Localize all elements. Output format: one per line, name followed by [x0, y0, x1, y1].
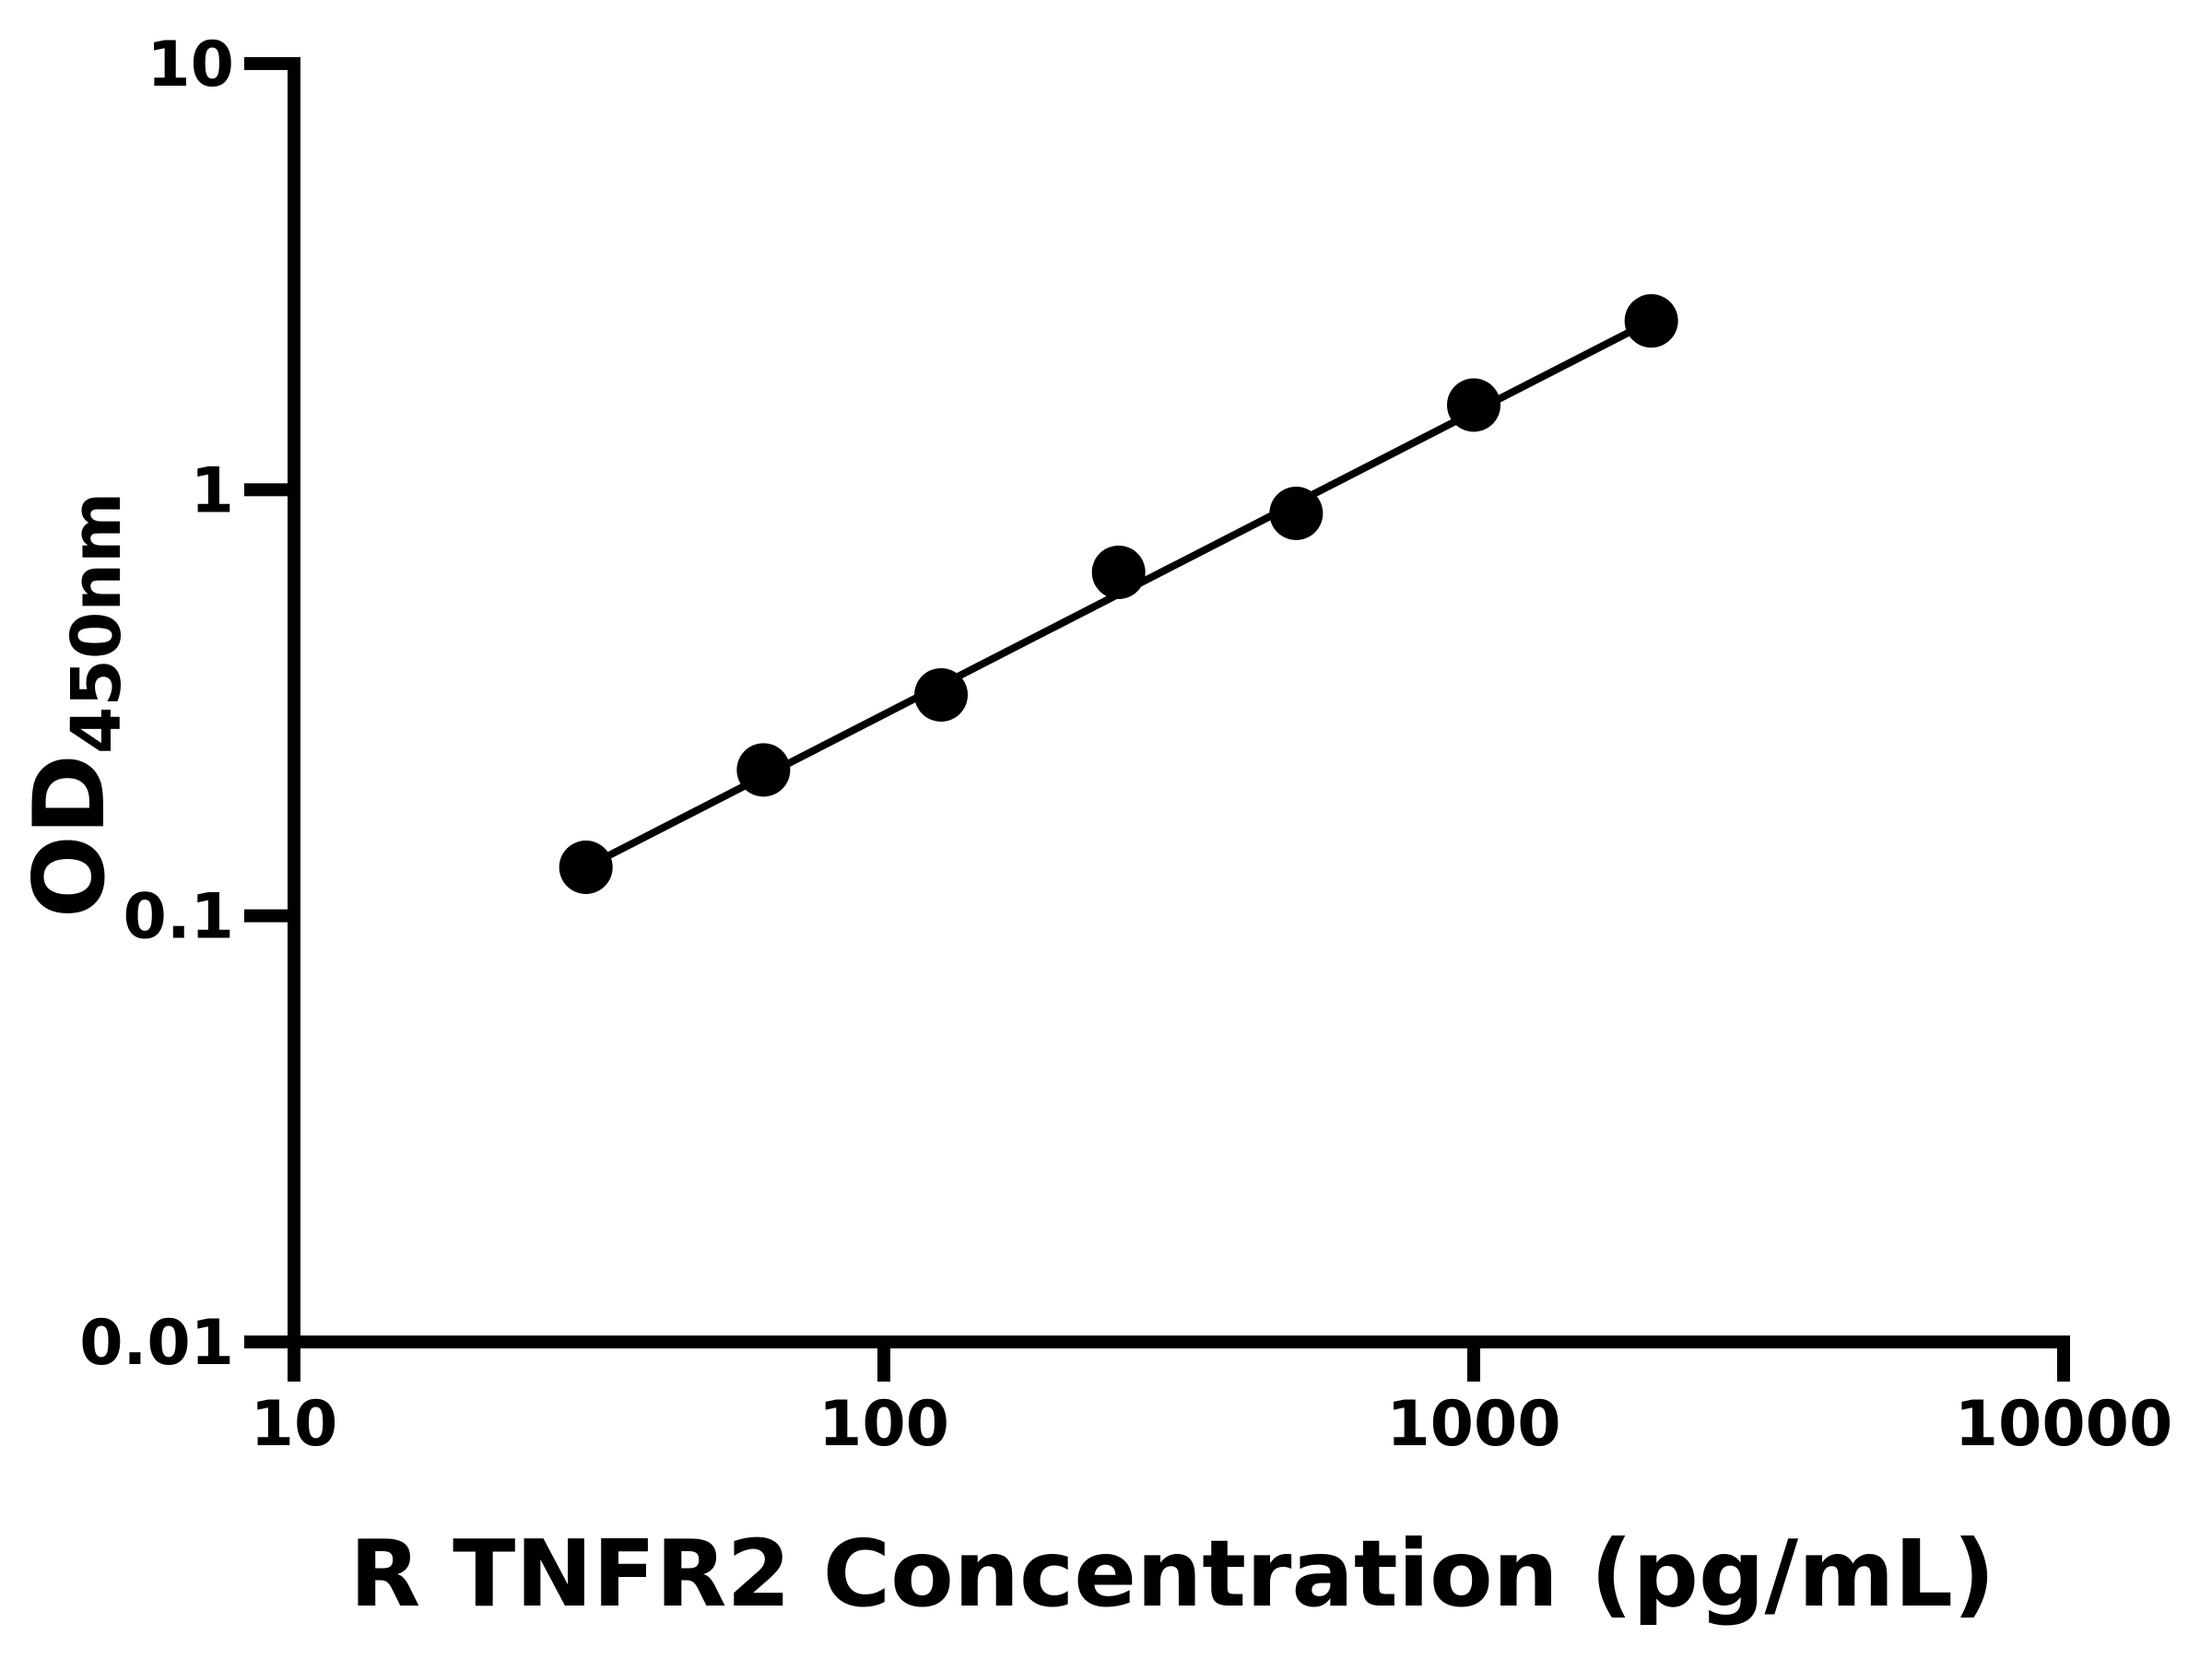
- x-tick-label: 10000: [1955, 1388, 2173, 1461]
- data-point-2: [736, 743, 791, 797]
- y-axis-title-main: OD: [13, 754, 126, 918]
- y-tick-label: 1: [191, 454, 234, 527]
- data-point-6: [1447, 378, 1500, 432]
- plot-layer: 10 100 1000 10000 0.01 0.1 1 10: [79, 29, 2172, 1461]
- x-tick-label: 1000: [1386, 1388, 1560, 1461]
- x-tick-label: 100: [818, 1388, 949, 1461]
- data-point-3: [914, 667, 969, 722]
- x-tick-label: 10: [251, 1388, 338, 1461]
- data-point-1: [559, 840, 613, 894]
- y-tick-label: 10: [147, 29, 234, 101]
- y-axis-title: OD450nm: [13, 492, 136, 918]
- data-point-4: [1091, 545, 1146, 599]
- y-tick-label: 0.1: [124, 881, 234, 954]
- y-axis-title-sub: 450nm: [57, 492, 136, 754]
- data-point-7: [1624, 294, 1678, 348]
- x-axis-title: R TNFR2 Concentration (pg/mL): [349, 1520, 1994, 1628]
- data-point-5: [1269, 487, 1324, 541]
- y-tick-label: 0.01: [79, 1307, 234, 1380]
